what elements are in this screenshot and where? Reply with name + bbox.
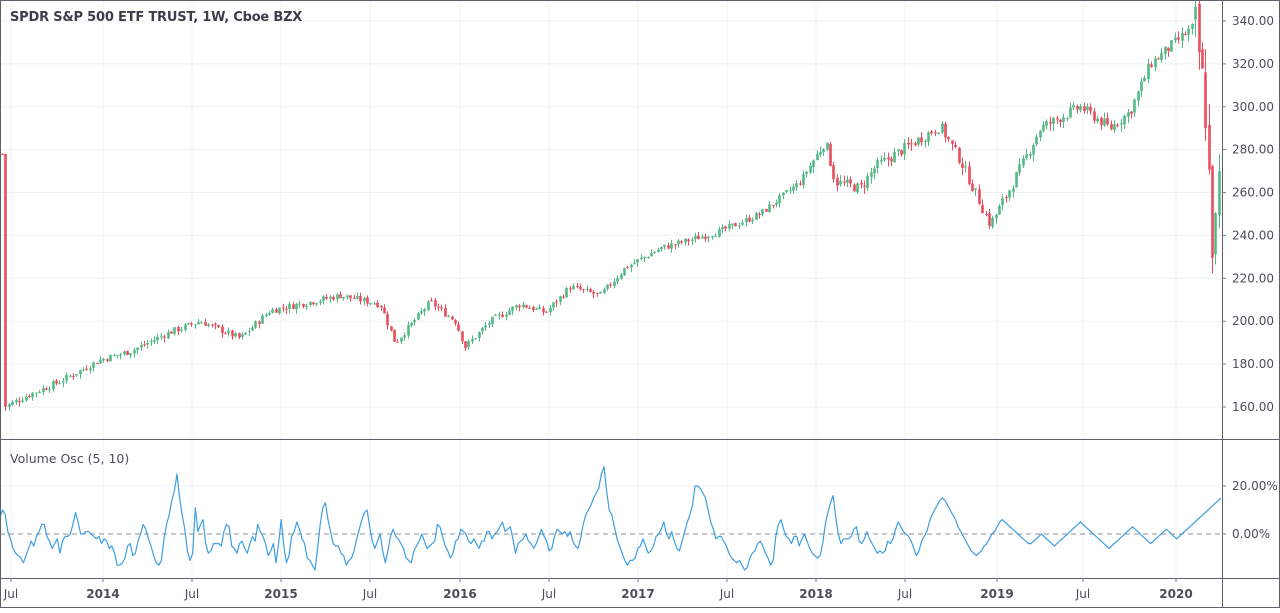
price-axis-label: 280.00 bbox=[1232, 143, 1274, 157]
price-axis-label: 200.00 bbox=[1232, 314, 1274, 328]
price-axis-label: 180.00 bbox=[1232, 357, 1274, 371]
time-axis-label: Jul bbox=[719, 587, 734, 601]
price-candles bbox=[1, 0, 1221, 411]
time-axis-label: 2019 bbox=[980, 587, 1013, 601]
price-axis-label: 260.00 bbox=[1232, 186, 1274, 200]
time-axis-label: 2018 bbox=[799, 587, 832, 601]
price-axis-label: 220.00 bbox=[1232, 271, 1274, 285]
oscillator-axis-label: 20.00% bbox=[1232, 479, 1278, 493]
chart-title: SPDR S&P 500 ETF TRUST, 1W, Cboe BZX bbox=[10, 10, 303, 25]
price-axis-label: 320.00 bbox=[1232, 57, 1274, 71]
price-axis-label: 160.00 bbox=[1232, 400, 1274, 414]
oscillator-axis-label: 0.00% bbox=[1232, 527, 1270, 541]
time-axis-label: Jul bbox=[184, 587, 199, 601]
time-axis-label: Jul bbox=[897, 587, 912, 601]
time-axis-label: 2020 bbox=[1159, 587, 1192, 601]
oscillator-title: Volume Osc (5, 10) bbox=[10, 451, 130, 466]
time-axis-label: 2014 bbox=[86, 587, 119, 601]
grid-lines bbox=[0, 0, 1222, 578]
time-axis-label: Jul bbox=[541, 587, 556, 601]
time-axis-label: Jul bbox=[3, 587, 18, 601]
price-axis-label: 300.00 bbox=[1232, 100, 1274, 114]
time-axis-label: 2015 bbox=[264, 587, 297, 601]
volume-oscillator-pane bbox=[0, 466, 1222, 571]
time-axis-label: 2016 bbox=[443, 587, 476, 601]
time-axis-label: Jul bbox=[1075, 587, 1090, 601]
price-axis-label: 240.00 bbox=[1232, 228, 1274, 242]
price-axis-label: 340.00 bbox=[1232, 14, 1274, 28]
time-axis-label: Jul bbox=[362, 587, 377, 601]
time-axis-label: 2017 bbox=[621, 587, 654, 601]
